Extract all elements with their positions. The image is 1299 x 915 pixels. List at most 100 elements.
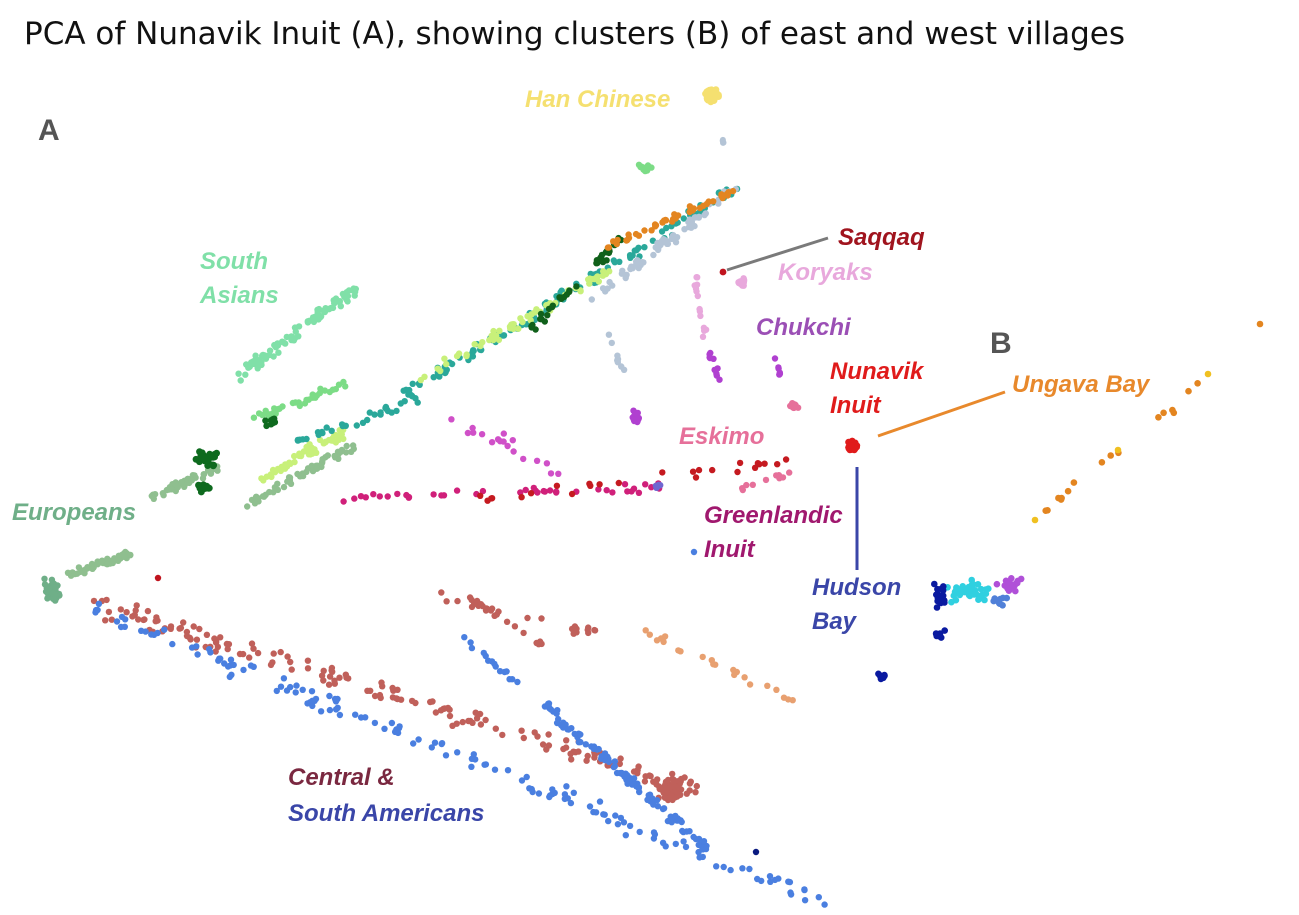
admixed-point (434, 365, 441, 372)
greenlandic-inuit-point (527, 490, 535, 497)
greenlandic-inuit-point (370, 491, 377, 498)
ungava-bay-point (1070, 479, 1078, 486)
south-americans-point (577, 731, 584, 738)
south-americans-point (467, 639, 474, 646)
south-asians-point (341, 293, 348, 300)
central-americans-point (764, 682, 771, 689)
south-americans-point (95, 600, 103, 607)
central-americans-point (288, 666, 295, 673)
label-south-americans: South Americans (288, 800, 485, 827)
chukchi-point (630, 407, 637, 414)
central-americans-point (585, 629, 592, 637)
greenlandic-inuit-point (522, 486, 529, 494)
south-americans-point (391, 728, 399, 736)
greenlandic-inuit-point (362, 494, 369, 501)
central-americans-point (131, 611, 138, 619)
south-americans-point (614, 821, 622, 828)
europeans-point (244, 503, 251, 510)
central-americans-point (193, 636, 201, 643)
hudson-bay-point (1012, 587, 1019, 595)
south-asians-point (314, 306, 321, 313)
admixed-point (262, 417, 269, 424)
central-americans-point (345, 675, 352, 682)
south-americans-point (690, 548, 698, 556)
central-americans-point (269, 659, 276, 666)
south-asians-point (303, 396, 310, 404)
central-americans-point (667, 792, 675, 799)
central-americans-point (117, 606, 125, 613)
admixed-point (371, 411, 378, 418)
central-americans-point (647, 772, 654, 780)
south-americans-point (626, 777, 633, 784)
south-asians-point (306, 447, 314, 454)
koryaks-point (699, 333, 707, 340)
admixed-point (195, 481, 202, 489)
central-americans-point (320, 667, 327, 674)
admixed-point (724, 192, 731, 199)
south-americans-point (695, 835, 703, 843)
south-americans-point (240, 666, 247, 674)
south-asians-point (340, 435, 347, 443)
admixed-point (206, 450, 214, 458)
europeans-point (121, 553, 128, 560)
central-americans-point (454, 597, 461, 605)
europeans-point (274, 486, 282, 494)
ungava-bay-point (1098, 459, 1106, 466)
central-americans-point (693, 782, 700, 790)
south-asians-point (280, 339, 287, 346)
europeans-point (188, 477, 195, 484)
europeans-point (173, 483, 181, 490)
central-americans-point (427, 698, 434, 706)
europeans-point (313, 465, 321, 472)
south-americans-point (332, 698, 340, 705)
south-americans-point (801, 886, 808, 894)
south-asians-point (340, 378, 347, 386)
panel-a-label: A (38, 114, 60, 147)
label-chukchi: Chukchi (756, 314, 852, 341)
central-americans-point (634, 770, 641, 777)
south-americans-point (247, 662, 255, 669)
hudson-bay-point (933, 604, 941, 611)
greenlandic-inuit-point (546, 487, 554, 494)
south-asians-point (313, 316, 320, 323)
europeans-point (41, 581, 49, 588)
greenlandic-inuit-point (479, 487, 487, 495)
admixed-point (606, 278, 613, 286)
south-americans-point (118, 613, 126, 621)
admixed-point (680, 215, 687, 222)
central-americans-point (642, 627, 649, 634)
europeans-point (178, 479, 185, 486)
central-americans-point (591, 754, 598, 761)
admixed-point (377, 411, 384, 418)
admixed-point (448, 360, 456, 368)
south-asians-point (245, 364, 252, 371)
label-line: Greenlandic (704, 502, 843, 529)
south-asians-point (277, 467, 284, 475)
admixed-point (323, 424, 330, 431)
koryaks-point (696, 305, 703, 313)
south-americans-point (227, 656, 235, 663)
greenlandic-inuit-point (497, 438, 504, 445)
hudson-bay-point (970, 591, 978, 598)
south-asians-point (292, 328, 299, 335)
koryaks-point (693, 274, 700, 281)
south-americans-point (506, 676, 513, 683)
central-americans-point (708, 657, 715, 664)
south-americans-point (775, 875, 782, 882)
south-americans-point (410, 740, 417, 747)
central-americans-point (326, 673, 334, 680)
admixed-point (627, 253, 634, 260)
admixed-point (594, 259, 601, 267)
greenlandic-inuit-point (384, 493, 391, 500)
hudson-bay-point (1002, 577, 1010, 585)
central-americans-point (246, 654, 253, 661)
south-asians-point (320, 307, 327, 314)
admixed-point (625, 231, 632, 238)
central-americans-point (539, 741, 547, 748)
central-americans-point (459, 718, 466, 726)
admixed-point (659, 239, 666, 246)
admixed-point (443, 360, 450, 368)
europeans-point (52, 584, 60, 591)
label-line: Eskimo (679, 423, 764, 450)
greenlandic-inuit-point (484, 497, 491, 504)
